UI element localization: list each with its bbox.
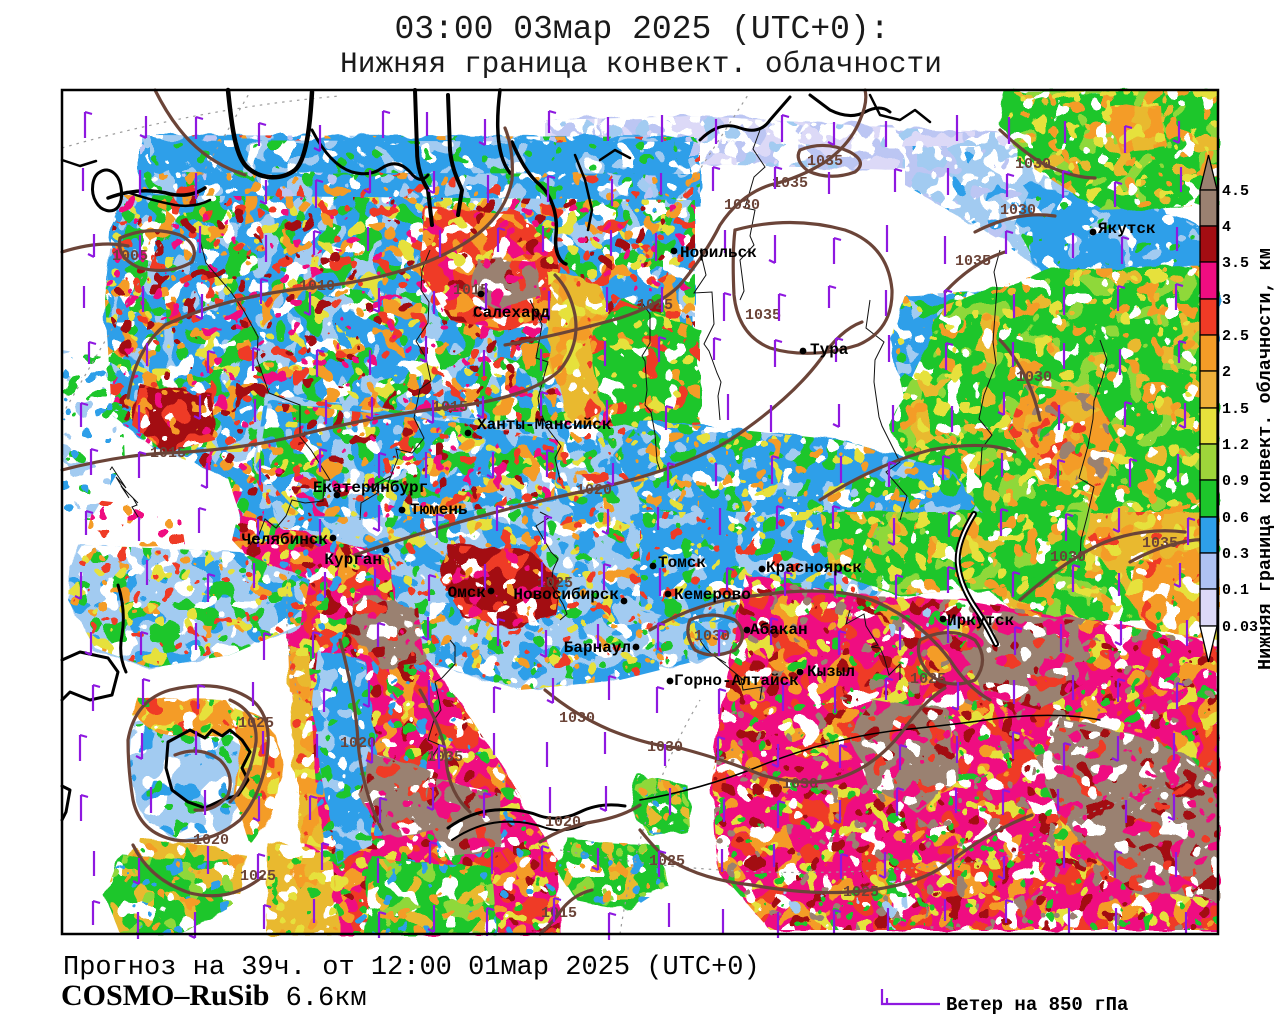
svg-text:1025: 1025 [238, 715, 274, 732]
svg-text:1030: 1030 [724, 197, 760, 214]
svg-text:1035: 1035 [955, 253, 991, 270]
svg-text:Прогноз на 39ч. от 12:00 01мар: Прогноз на 39ч. от 12:00 01мар 2025 (UTC… [63, 953, 760, 983]
svg-text:Иркутск: Иркутск [947, 612, 1015, 630]
svg-text:1035: 1035 [745, 307, 781, 324]
svg-text:1020: 1020 [193, 832, 229, 849]
svg-text:03:00 03мар 2025 (UTC+0):: 03:00 03мар 2025 (UTC+0): [394, 11, 889, 48]
svg-text:4: 4 [1222, 219, 1231, 236]
svg-text:1030: 1030 [782, 776, 818, 793]
svg-text:3: 3 [1222, 292, 1231, 309]
svg-text:2.5: 2.5 [1222, 328, 1249, 345]
svg-text:0.9: 0.9 [1222, 473, 1249, 490]
svg-text:Горно-Алтайск: Горно-Алтайск [674, 672, 799, 690]
svg-text:Омск: Омск [448, 584, 487, 602]
svg-text:Ветер на 850 гПа: Ветер на 850 гПа [946, 994, 1128, 1016]
svg-text:Салехард: Салехард [473, 304, 550, 322]
svg-text:Курган: Курган [324, 551, 382, 569]
svg-text:1025: 1025 [537, 575, 573, 592]
svg-text:1030: 1030 [1000, 202, 1036, 219]
svg-text:0.6: 0.6 [1222, 510, 1249, 527]
svg-text:4.5: 4.5 [1222, 183, 1249, 200]
svg-text:Кемерово: Кемерово [674, 586, 751, 604]
svg-text:Тюмень: Тюмень [410, 501, 468, 519]
svg-text:Томск: Томск [658, 554, 706, 572]
svg-text:COSMO–RuSib 6.6км: COSMO–RuSib 6.6км [61, 979, 367, 1014]
svg-text:Тура: Тура [810, 341, 849, 359]
svg-text:Екатеринбург: Екатеринбург [313, 479, 428, 497]
svg-text:1015: 1015 [432, 399, 468, 416]
svg-text:3.5: 3.5 [1222, 255, 1249, 272]
svg-text:Барнаул: Барнаул [564, 639, 631, 657]
svg-text:Челябинск: Челябинск [242, 531, 329, 549]
svg-text:1015: 1015 [453, 282, 489, 299]
svg-text:1025: 1025 [637, 297, 673, 314]
svg-text:Нижняя граница конвект. облачн: Нижняя граница конвект. облачности [340, 47, 942, 81]
svg-text:1030: 1030 [694, 628, 730, 645]
svg-text:0.1: 0.1 [1222, 582, 1249, 599]
svg-text:1025: 1025 [910, 671, 946, 688]
svg-text:0.3: 0.3 [1222, 546, 1249, 563]
svg-text:Якутск: Якутск [1098, 220, 1156, 238]
svg-text:1030: 1030 [1016, 369, 1052, 386]
svg-text:1020: 1020 [576, 482, 612, 499]
svg-text:Норильск: Норильск [680, 244, 757, 262]
svg-text:1020: 1020 [340, 735, 376, 752]
svg-text:1030: 1030 [559, 710, 595, 727]
svg-text:1035: 1035 [1142, 535, 1178, 552]
svg-text:1005: 1005 [112, 248, 148, 265]
svg-text:Абакан: Абакан [750, 621, 808, 639]
svg-text:1030: 1030 [1050, 549, 1086, 566]
svg-text:Кызыл: Кызыл [807, 663, 855, 681]
svg-text:1015: 1015 [150, 445, 186, 462]
svg-text:Новосибирск: Новосибирск [513, 586, 619, 604]
svg-text:1030: 1030 [1015, 156, 1051, 173]
svg-text:2: 2 [1222, 364, 1231, 381]
svg-text:1025: 1025 [843, 884, 879, 901]
svg-text:Нижняя граница конвект. облачн: Нижняя граница конвект. облачности, км [1255, 248, 1276, 670]
svg-text:1025: 1025 [649, 853, 685, 870]
svg-text:Красноярск: Красноярск [766, 559, 862, 577]
svg-text:1020: 1020 [545, 814, 581, 831]
svg-text:1010: 1010 [299, 278, 335, 295]
svg-text:Ханты-Мансийск: Ханты-Мансийск [477, 416, 612, 434]
svg-text:1035: 1035 [772, 175, 808, 192]
svg-text:1015: 1015 [541, 905, 577, 922]
svg-text:1.5: 1.5 [1222, 401, 1249, 418]
svg-text:1035: 1035 [427, 749, 463, 766]
svg-text:1035: 1035 [807, 153, 843, 170]
svg-text:1.2: 1.2 [1222, 437, 1249, 454]
svg-text:0.03: 0.03 [1222, 619, 1258, 636]
